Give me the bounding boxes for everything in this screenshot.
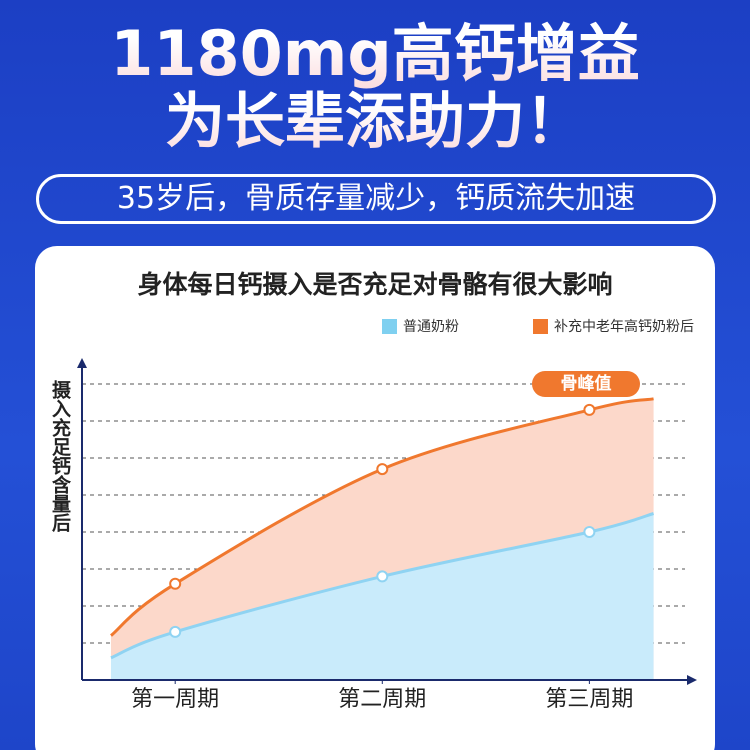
legend-swatch [533, 319, 548, 334]
x-tick-label: 第三周期 [545, 687, 633, 712]
point-marker [376, 463, 389, 476]
point-marker [583, 526, 596, 538]
headline: 为长辈添助力！ [0, 84, 750, 160]
subtitle-pill: 35岁后，骨质存量减少，钙质流失加速 [36, 174, 716, 224]
point-marker [169, 577, 182, 590]
x-axis-arrow [687, 675, 697, 685]
annotation: 骨峰值 [561, 373, 612, 394]
y-axis-label: 摄入充足钙含量后 [49, 379, 71, 533]
x-tick-label: 第一周期 [131, 687, 219, 712]
legend-label: 补充中老年高钙奶粉后 [554, 318, 694, 335]
chart-title: 身体每日钙摄入是否充足对骨骼有很大影响 [137, 270, 612, 299]
point-marker [169, 625, 182, 638]
annotation-pill [532, 371, 640, 397]
legend-swatch [382, 319, 397, 334]
point-marker [376, 570, 389, 583]
y-axis-arrow [77, 358, 87, 368]
point-marker [583, 403, 596, 416]
area [110, 513, 654, 680]
x-tick-label: 第二周期 [338, 687, 426, 712]
legend-label: 普通奶粉 [403, 319, 459, 335]
headline: 1180mg高钙增益 [0, 14, 750, 94]
